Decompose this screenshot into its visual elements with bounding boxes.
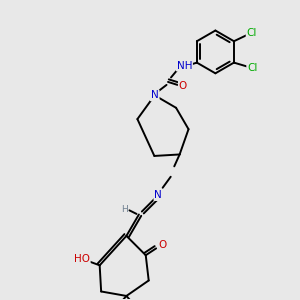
- Text: O: O: [158, 240, 166, 250]
- Text: Cl: Cl: [247, 28, 257, 38]
- Text: O: O: [179, 81, 187, 92]
- Text: N: N: [151, 90, 158, 100]
- Text: NH: NH: [177, 61, 192, 70]
- Text: N: N: [154, 190, 162, 200]
- Text: N: N: [151, 90, 158, 100]
- Text: H: H: [121, 205, 128, 214]
- Text: HO: HO: [74, 254, 90, 264]
- Text: Cl: Cl: [247, 63, 257, 73]
